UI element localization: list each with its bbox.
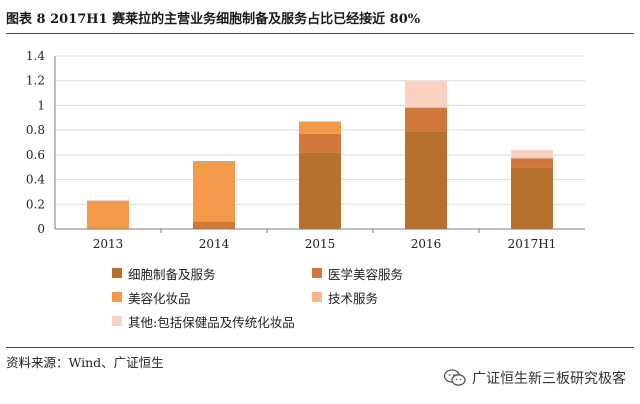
watermark: 广证恒生新三板研究极客 (444, 368, 626, 388)
bar-segment-2017H1-4 (511, 149, 553, 158)
legend-swatch-other (112, 316, 122, 326)
y-tick-label: 0.4 (26, 173, 45, 187)
y-tick-label: 1.2 (26, 74, 45, 88)
bar-segment-2016-3 (405, 106, 447, 108)
legend-swatch-cosmetics (112, 292, 122, 302)
y-tick-label: 0 (37, 222, 45, 236)
legend-label-cell-prep: 细胞制备及服务 (128, 266, 216, 282)
source-note: 资料来源：Wind、广证恒生 (6, 355, 164, 370)
x-tick-label: 2016 (411, 237, 442, 251)
legend-item-cell-prep: 细胞制备及服务 (112, 264, 312, 282)
legend-swatch-medical-beauty (312, 268, 322, 278)
bar-segment-2015-2 (299, 121, 341, 134)
title-divider (6, 33, 634, 34)
y-tick-label: 1 (37, 98, 45, 112)
chart-title: 图表 8 2017H1 赛莱拉的主营业务细胞制备及服务占比已经接近 80% (6, 12, 421, 27)
bar-segment-2014-2 (193, 161, 235, 222)
axes: 0 0.2 0.4 0.6 0.8 1 1.2 1.4 2013 2014 2015 2016 2017… (26, 49, 585, 251)
y-tick-label: 1.4 (26, 49, 45, 63)
y-tick-label: 0.8 (26, 123, 45, 137)
y-tick-label: 0.2 (26, 197, 45, 211)
x-tick-label: 2015 (305, 237, 336, 251)
bar-segment-2015-0 (299, 152, 341, 229)
legend-item-tech-service: 技术服务 (312, 288, 532, 306)
x-tick-label: 2017H1 (508, 237, 557, 251)
bar-segment-2016-1 (405, 107, 447, 132)
bar-segment-2017H1-0 (511, 167, 553, 229)
legend-label-tech-service: 技术服务 (328, 290, 379, 306)
legend-item-cosmetics: 美容化妆品 (112, 288, 312, 306)
watermark-text: 广证恒生新三板研究极客 (472, 371, 626, 387)
legend-item-medical-beauty: 医学美容服务 (312, 264, 532, 282)
bar-segment-2017H1-1 (511, 158, 553, 168)
wechat-icon (444, 369, 466, 386)
bar-segment-2013-2 (87, 200, 129, 229)
legend-label-medical-beauty: 医学美容服务 (328, 266, 404, 282)
bar-segment-2014-1 (193, 221, 235, 229)
bar-segment-2017H1-3 (511, 157, 553, 159)
legend-item-other: 其他:包括保健品及传统化妆品 (112, 312, 532, 330)
bars (87, 80, 553, 229)
source-divider (6, 347, 634, 348)
legend-label-cosmetics: 美容化妆品 (128, 290, 191, 306)
legend: 细胞制备及服务 医学美容服务 美容化妆品 技术服务 其他:包括保健品及传统化妆品 (112, 264, 532, 330)
x-tick-label: 2014 (199, 237, 230, 251)
stacked-bar-chart: 0 0.2 0.4 0.6 0.8 1 1.2 1.4 2013 2014 2015 2016 2017… (26, 49, 585, 251)
x-tick-label: 2013 (93, 237, 124, 251)
legend-swatch-cell-prep (112, 268, 122, 278)
bar-segment-2016-4 (405, 80, 447, 107)
y-tick-label: 0.6 (26, 148, 45, 162)
legend-label-other: 其他:包括保健品及传统化妆品 (128, 314, 295, 330)
legend-swatch-tech-service (312, 292, 322, 302)
bar-segment-2016-0 (405, 131, 447, 229)
bar-segment-2015-1 (299, 133, 341, 153)
